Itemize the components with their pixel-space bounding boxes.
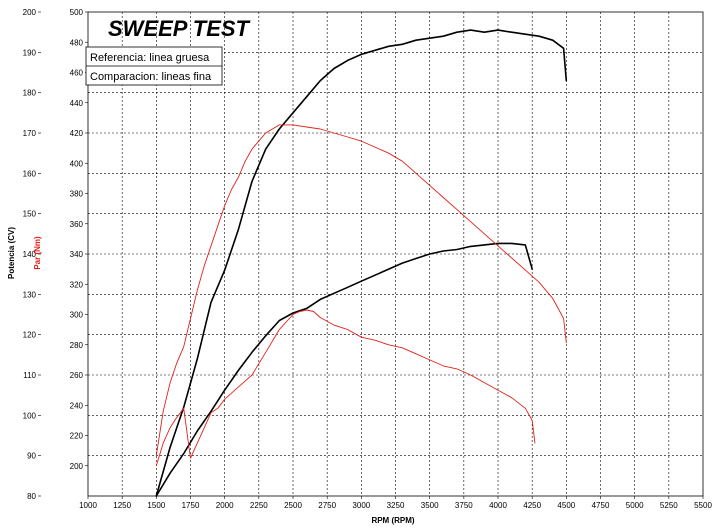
y-left-tick-label: 110 xyxy=(23,371,36,380)
x-tick-label: 4250 xyxy=(523,501,541,510)
y-right-tick-label: 320 xyxy=(70,280,84,289)
x-tick-label: 5500 xyxy=(694,501,712,510)
y-left-tick-label: 160 xyxy=(23,169,37,178)
x-tick-label: 2500 xyxy=(284,501,302,510)
y-right-tick-label: 500 xyxy=(70,8,84,17)
tick-layer: 1000 1250 1500 1750 2000 2250 2500 2750 3000 3250… xyxy=(23,8,713,510)
y-left-tick-label: 180 xyxy=(23,89,37,98)
x-tick-label: 3250 xyxy=(387,501,405,510)
x-tick-label: 3000 xyxy=(352,501,370,510)
x-tick-label: 3750 xyxy=(455,501,473,510)
series-line-3 xyxy=(155,309,536,467)
series-line-0 xyxy=(155,29,568,497)
legend-entry-reference: Referencia: linea gruesa xyxy=(90,52,210,64)
x-axis-label: RPM (RPM) xyxy=(371,516,414,525)
y-right-tick-label: 440 xyxy=(70,99,84,108)
y-left-tick-label: 190 xyxy=(23,48,37,57)
y-right-tick-label: 380 xyxy=(70,190,84,199)
y-left-tick-label: 130 xyxy=(23,290,37,299)
x-tick-label: 2750 xyxy=(318,501,336,510)
y-right-tick-label: 280 xyxy=(70,341,84,350)
y-left-tick-label: 120 xyxy=(23,331,37,340)
series-line-2 xyxy=(155,124,567,457)
x-tick-label: 1500 xyxy=(147,501,165,510)
x-tick-label: 5250 xyxy=(660,501,678,510)
y-left-tick-label: 80 xyxy=(27,492,36,501)
x-tick-label: 5000 xyxy=(626,501,644,510)
x-tick-label: 4000 xyxy=(489,501,507,510)
x-tick-label: 1250 xyxy=(113,501,131,510)
x-tick-label: 4500 xyxy=(557,501,575,510)
y-left-tick-label: 200 xyxy=(23,8,37,17)
x-tick-label: 1750 xyxy=(182,501,200,510)
y-right-tick-label: 340 xyxy=(70,250,84,259)
x-tick-label: 2000 xyxy=(216,501,234,510)
y-left-tick-label: 140 xyxy=(23,250,37,259)
y-right-tick-label: 420 xyxy=(70,129,84,138)
x-tick-label: 3500 xyxy=(421,501,439,510)
y-right-tick-label: 300 xyxy=(70,311,84,320)
x-tick-label: 4750 xyxy=(592,501,610,510)
y-axis-left-label: Potencia (CV) xyxy=(7,227,16,279)
series-layer xyxy=(155,29,568,497)
legend: Referencia: linea gruesa Comparacion: li… xyxy=(85,46,223,86)
y-right-tick-label: 480 xyxy=(70,38,84,47)
chart-title: SWEEP TEST xyxy=(108,16,251,41)
y-right-tick-label: 460 xyxy=(70,69,84,78)
y-left-tick-label: 90 xyxy=(27,452,36,461)
y-left-tick-label: 100 xyxy=(23,411,37,420)
y-right-tick-label: 200 xyxy=(70,462,84,471)
y-right-tick-label: 220 xyxy=(70,432,84,441)
x-tick-label: 2250 xyxy=(250,501,268,510)
y-left-tick-label: 150 xyxy=(23,210,37,219)
y-right-tick-label: 260 xyxy=(70,371,84,380)
y-axis-right-label: Par (Nm) xyxy=(33,236,42,270)
legend-entry-comparison: Comparacion: lineas fina xyxy=(90,71,212,83)
y-right-tick-label: 240 xyxy=(70,401,84,410)
y-right-tick-label: 400 xyxy=(70,159,84,168)
y-left-tick-label: 170 xyxy=(23,129,37,138)
series-line-1 xyxy=(155,242,534,497)
grid-layer xyxy=(88,12,703,496)
x-tick-label: 1000 xyxy=(79,501,97,510)
y-right-tick-label: 360 xyxy=(70,220,84,229)
